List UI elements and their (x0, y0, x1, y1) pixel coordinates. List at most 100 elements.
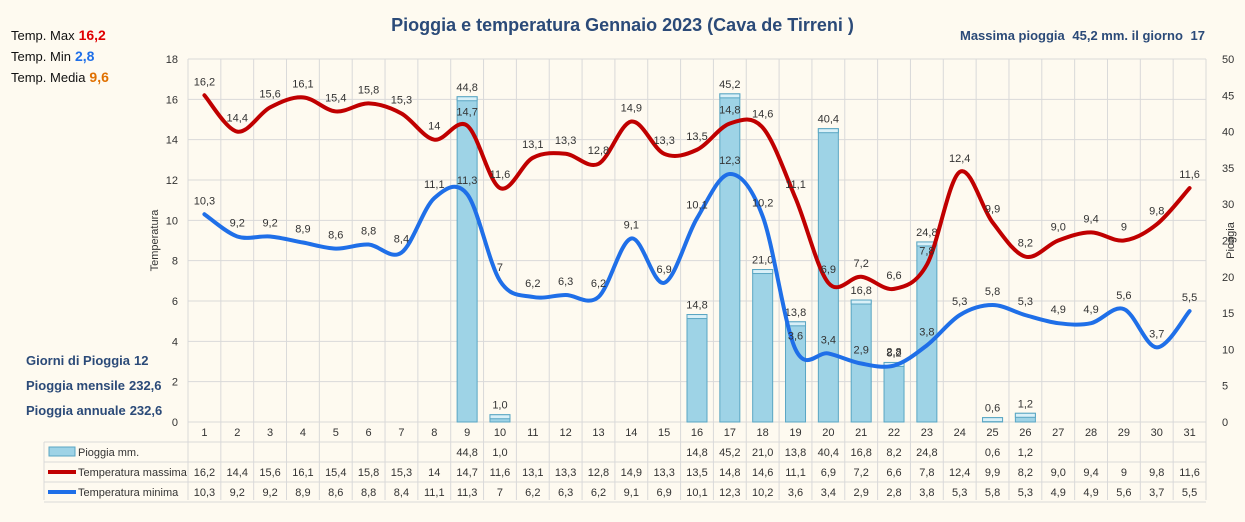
temp-min-line-label: 5,6 (1116, 290, 1131, 302)
x-tick-label: 5 (333, 427, 339, 439)
temp-min-line-label: 6,3 (558, 276, 573, 288)
table-cell-rain: 1,2 (1018, 447, 1033, 459)
temp-max-line-label: 14,4 (227, 113, 248, 125)
y-tick-label: 6 (172, 296, 178, 308)
stat-temp-avg: Temp. Media 9,6 (11, 69, 109, 85)
temp-min-line-label: 9,2 (230, 217, 245, 229)
temp-max-line-label: 13,3 (555, 135, 576, 147)
temp-min-line-label: 6,2 (591, 278, 606, 290)
y-axis-title: Temperatura (149, 209, 161, 272)
rain-data-label: 14,8 (686, 300, 707, 312)
temp-min-line-label: 2,8 (886, 347, 901, 359)
stat-avg-label: Temp. Media (11, 70, 86, 85)
y-tick-label: 0 (172, 417, 178, 429)
table-cell-tmax: 13,3 (555, 467, 576, 479)
table-cell-tmin: 8,6 (328, 487, 343, 499)
table-cell-tmax: 15,4 (325, 467, 346, 479)
x-tick-label: 4 (300, 427, 306, 439)
rain-bar-cap (850, 299, 872, 305)
table-cell-tmin: 5,3 (1018, 487, 1033, 499)
table-cell-tmin: 6,2 (591, 487, 606, 499)
y-tick-label: 4 (172, 336, 178, 348)
table-cell-tmin: 8,4 (394, 487, 409, 499)
table-cell-rain: 24,8 (916, 447, 937, 459)
table-cell-tmin: 3,8 (919, 487, 934, 499)
temp-min-line-label: 3,7 (1149, 328, 1164, 340)
table-cell-tmax: 7,8 (919, 467, 934, 479)
table-cell-tmin: 2,8 (886, 487, 901, 499)
table-cell-tmin: 4,9 (1051, 487, 1066, 499)
table-cell-rain: 14,8 (686, 447, 707, 459)
temp-max-line-label: 14,8 (719, 105, 740, 117)
y2-tick-label: 10 (1222, 344, 1234, 356)
summary-monthly-rain: Pioggia mensile 232,6 (22, 378, 162, 393)
table-cell-tmax: 15,3 (391, 467, 412, 479)
rain-data-label: 24,8 (916, 227, 937, 239)
table-cell-rain: 44,8 (456, 447, 477, 459)
temp-max-line-label: 15,3 (391, 94, 412, 106)
x-tick-label: 6 (366, 427, 372, 439)
temp-max-line-label: 14,9 (621, 103, 642, 115)
temp-min-line-label: 3,4 (821, 334, 836, 346)
temp-max-line-label: 16,1 (292, 78, 313, 90)
temp-max-line-label: 11,6 (490, 169, 511, 181)
temp-max-line-label: 15,6 (259, 88, 280, 100)
temp-max-line-label: 7,2 (854, 258, 869, 270)
rain-data-label: 45,2 (719, 79, 740, 91)
temp-min-line-label: 5,3 (1018, 296, 1033, 308)
temp-min-line-label: 5,3 (952, 296, 967, 308)
temp-min-line-label: 6,2 (525, 278, 540, 290)
y2-tick-label: 30 (1222, 199, 1234, 211)
table-cell-tmin: 5,6 (1116, 487, 1131, 499)
table-cell-rain: 13,8 (785, 447, 806, 459)
table-cell-tmin: 8,9 (295, 487, 310, 499)
temp-min-line-label: 11,3 (457, 175, 478, 187)
rain-data-label: 1,2 (1018, 398, 1033, 410)
temp-max-line-label: 15,4 (325, 92, 346, 104)
stat-min-value: 2,8 (74, 48, 95, 64)
temp-max-line-label: 7,8 (919, 246, 934, 258)
y-tick-label: 10 (166, 215, 178, 227)
x-tick-label: 7 (398, 427, 404, 439)
table-cell-tmax: 14,4 (227, 467, 248, 479)
temp-max-line-label: 9 (1121, 222, 1127, 234)
rain-bar (686, 314, 708, 423)
rain-data-label: 0,6 (985, 403, 1000, 415)
y2-tick-label: 45 (1222, 90, 1234, 102)
rain-bar-cap (719, 93, 741, 99)
table-cell-tmin: 10,3 (194, 487, 215, 499)
x-tick-label: 17 (724, 427, 736, 439)
table-cell-tmin: 6,2 (525, 487, 540, 499)
temp-min-line-label: 12,3 (719, 155, 740, 167)
max-rain-info: Massima pioggia 45,2 mm. il giorno 17 (956, 28, 1205, 43)
temp-min-line-label: 8,9 (295, 224, 310, 236)
max-rain-value: 45,2 mm. il giorno (1072, 28, 1183, 43)
x-tick-label: 21 (855, 427, 867, 439)
stat-temp-min: Temp. Min 2,8 (11, 48, 94, 64)
temp-max-line-label: 8,2 (1018, 238, 1033, 250)
table-cell-tmin: 5,8 (985, 487, 1000, 499)
temp-min-line-label: 4,9 (1051, 304, 1066, 316)
x-tick-label: 22 (888, 427, 900, 439)
x-tick-label: 30 (1151, 427, 1163, 439)
rain-bar (456, 96, 478, 423)
x-tick-label: 27 (1052, 427, 1064, 439)
table-cell-tmin: 3,6 (788, 487, 803, 499)
temp-max-line-label: 9,4 (1083, 213, 1098, 225)
rain-bar (752, 269, 774, 423)
x-tick-label: 19 (789, 427, 801, 439)
rain-bar-cap (785, 321, 807, 327)
temp-max-line-label: 6,9 (821, 264, 836, 276)
table-cell-tmax: 14,8 (719, 467, 740, 479)
table-cell-tmax: 14,9 (621, 467, 642, 479)
x-tick-label: 26 (1019, 427, 1031, 439)
temp-min-line-label: 3,8 (919, 326, 934, 338)
temp-min-line-label: 3,6 (788, 330, 803, 342)
table-cell-tmax: 11,1 (785, 467, 806, 479)
table-cell-rain: 40,4 (818, 447, 839, 459)
table-cell-tmax: 14,7 (456, 467, 477, 479)
table-cell-rain: 16,8 (850, 447, 871, 459)
table-cell-tmax: 15,6 (259, 467, 280, 479)
x-tick-label: 2 (234, 427, 240, 439)
temp-max-line-label: 11,6 (1179, 169, 1200, 181)
